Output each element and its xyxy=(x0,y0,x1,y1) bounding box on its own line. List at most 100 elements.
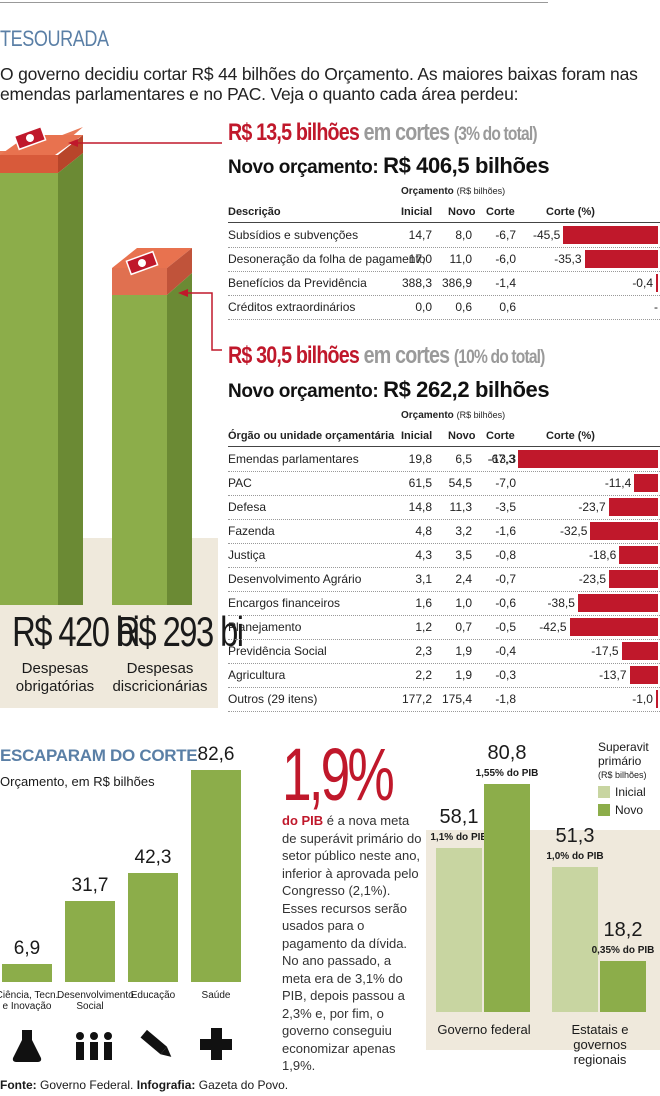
disc-cell-cut: -0,4 xyxy=(495,644,516,658)
escaped-value-label: 42,3 xyxy=(134,847,172,869)
disc-pct-bar xyxy=(577,594,658,612)
discretionary-new-budget: Novo orçamento: R$ 262,2 bilhões xyxy=(228,377,550,402)
disc-cell-initial: 177,2 xyxy=(401,692,432,706)
superavit-value-label: 58,1 xyxy=(439,806,479,829)
escaped-title: ESCAPARAM DO CORTE xyxy=(0,746,198,765)
mand-pct-label: -0,4 xyxy=(632,276,653,290)
pencil-icon xyxy=(140,1029,172,1057)
mandatory-caption-2: obrigatórias xyxy=(15,678,95,695)
pillar-discretionary xyxy=(112,248,192,605)
people-icon xyxy=(76,1032,112,1060)
mandatory-caption-1: Despesas xyxy=(21,660,89,677)
disc-pct-label: -23,7 xyxy=(578,500,606,514)
disc-cell-new: 0,7 xyxy=(455,620,472,634)
tbl1-header-row: Descrição Inicial Novo Corte Corte (%) xyxy=(228,200,660,223)
discretionary-table: Orçamento (R$ bilhões) Órgão ou unidade … xyxy=(228,410,660,714)
superavit-bar xyxy=(600,960,646,1012)
tbl2-header-desc: Órgão ou unidade orçamentária xyxy=(228,430,395,442)
escaped-value-label: 82,6 xyxy=(197,744,235,765)
discretionary-caption-1: Despesas xyxy=(126,660,194,677)
superavit-title-1: Superavit xyxy=(598,740,649,754)
disc-pct-label: -18,6 xyxy=(588,548,617,562)
disc-cell-initial: 4,8 xyxy=(415,524,432,538)
mand-cell-cut: 0,6 xyxy=(499,300,516,314)
disc-pct-bar xyxy=(590,522,658,540)
pib-lead: do PIB xyxy=(282,813,324,828)
pib-text: do PIB é a nova meta de superávit primár… xyxy=(282,812,422,1075)
disc-cell-initial: 2,2 xyxy=(415,668,432,682)
superavit-value-label: 51,3 xyxy=(555,825,595,848)
superavit-title-2: primário xyxy=(598,754,642,768)
disc-cell-new: 1,0 xyxy=(455,596,472,610)
disc-cell-initial: 61,5 xyxy=(408,476,432,490)
mand-cell-new: 0,6 xyxy=(455,300,472,314)
disc-cell-name: Agricultura xyxy=(228,668,286,682)
superavit-unit: (R$ bilhões) xyxy=(598,770,647,780)
disc-row: Defesa 14,8 11,3 -3,5 -23,7 xyxy=(228,495,660,520)
mand-pct-label: -45,5 xyxy=(532,228,561,242)
disc-cell-new: 3,5 xyxy=(455,548,472,562)
legend-initial: Inicial xyxy=(615,785,646,799)
disc-pct-label: -17,5 xyxy=(591,644,619,658)
disc-cell-cut: -0,5 xyxy=(495,620,516,634)
superavit-pib-label: 1,0% do PIB xyxy=(546,851,604,863)
money-bill-icon xyxy=(125,250,159,276)
mand-pct-bar xyxy=(563,226,658,244)
mand-row: Benefícios da Previdência 388,3 386,9 -1,4 -… xyxy=(228,271,660,296)
superavit-bar xyxy=(484,784,530,1012)
disc-pct-bar xyxy=(569,618,658,636)
money-bill-icon xyxy=(13,125,47,151)
disc-cell-new: 175,4 xyxy=(441,692,472,706)
disc-cell-initial: 14,8 xyxy=(408,500,432,514)
disc-pct-label: -23,5 xyxy=(578,572,607,586)
mand-cell-initial: 14,7 xyxy=(408,228,432,242)
disc-cell-name: Previdência Social xyxy=(228,644,327,658)
tbl1-header-cut-pct: Corte (%) xyxy=(546,206,595,218)
disc-row: Desenvolvimento Agrário 3,1 2,4 -0,7 -23,5 xyxy=(228,567,660,592)
pillars-graphic xyxy=(0,125,222,605)
mand-cell-cut: -6,7 xyxy=(495,228,516,242)
mand-cell-name: Subsídios e subvenções xyxy=(228,228,359,242)
mand-cell-cut: -1,4 xyxy=(495,276,516,290)
mand-pct-bar xyxy=(656,274,658,292)
legend-new: Novo xyxy=(615,803,644,817)
legend-swatch-initial xyxy=(598,786,610,798)
superavit-category-label: Governo federal xyxy=(437,1022,531,1037)
tbl1-header-desc: Descrição xyxy=(228,206,281,218)
disc-pct-label: -1,0 xyxy=(632,692,653,706)
escaped-bar xyxy=(2,964,52,982)
disc-cell-new: 1,9 xyxy=(455,668,472,682)
disc-cell-new: 6,5 xyxy=(455,452,472,466)
tbl1-group-header: Orçamento (R$ bilhões) xyxy=(401,186,506,197)
pib-body: é a nova meta de superávit primário do s… xyxy=(282,813,422,1073)
disc-row: Encargos financeiros 1,6 1,0 -0,6 -38,5 xyxy=(228,591,660,616)
escaped-bar xyxy=(191,770,241,982)
disc-cell-cut: -3,5 xyxy=(495,500,516,514)
disc-cell-initial: 1,6 xyxy=(415,596,432,610)
mand-cell-new: 8,0 xyxy=(455,228,472,242)
tbl2-header-new: Novo xyxy=(448,430,476,442)
escaped-subtitle: Orçamento, em R$ bilhões xyxy=(0,774,155,789)
disc-cell-name: Emendas parlamentares xyxy=(228,452,359,466)
disc-cell-initial: 4,3 xyxy=(415,548,432,562)
mand-cell-name: Créditos extraordinários xyxy=(228,300,356,314)
escaped-bar xyxy=(128,873,178,982)
superavit-chart: 58,1 1,1% do PIB 80,8 1,55% do PIB Governo f… xyxy=(426,740,660,1067)
mand-pct-label: - xyxy=(654,300,658,314)
escaped-category-label: Ciência, Tecn. e Inovação xyxy=(0,990,59,1012)
superavit-value-label: 80,8 xyxy=(487,742,527,764)
mand-cell-initial: 17,0 xyxy=(408,252,432,266)
disc-row: Fazenda 4,8 3,2 -1,6 -32,5 xyxy=(228,519,660,544)
escaped-bar xyxy=(65,900,115,982)
disc-cell-name: Fazenda xyxy=(228,524,275,538)
disc-cell-initial: 3,1 xyxy=(415,572,432,586)
mand-pct-label: -35,3 xyxy=(554,252,582,266)
disc-cell-new: 11,3 xyxy=(449,500,472,514)
tbl1-header-cut: Corte xyxy=(486,206,515,218)
discretionary-caption: Despesas discricionárias xyxy=(104,660,216,696)
disc-pct-bar xyxy=(619,546,658,564)
tbl2-header-initial: Inicial xyxy=(401,430,433,442)
disc-cell-initial: 2,3 xyxy=(415,644,432,658)
pillar-mandatory xyxy=(0,125,83,605)
disc-pct-bar xyxy=(629,666,658,684)
